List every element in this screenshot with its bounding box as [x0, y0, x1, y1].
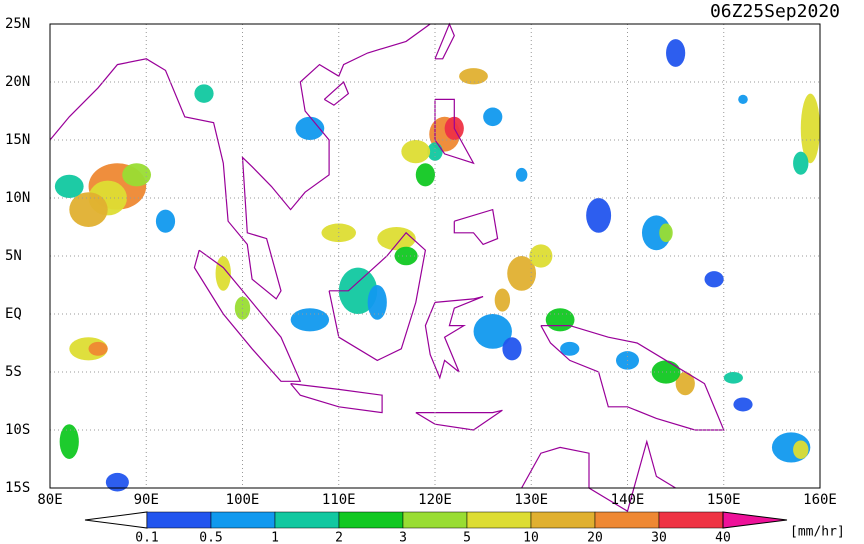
rain-cell	[290, 308, 330, 332]
rain-cell	[641, 215, 671, 251]
lat-label: EQ	[5, 306, 22, 322]
lat-label: 5S	[5, 364, 22, 380]
rain-cell	[515, 167, 528, 182]
colorbar-label: 30	[651, 531, 667, 544]
coastline	[290, 383, 383, 414]
lon-label: 100E	[226, 492, 260, 508]
lon-label: 140E	[611, 492, 645, 508]
coastline	[323, 80, 350, 106]
rain-cell	[483, 107, 503, 127]
rain-cell	[415, 163, 435, 187]
map-frame	[49, 23, 821, 489]
rain-cell	[59, 424, 79, 459]
lon-label: 160E	[803, 492, 837, 508]
lat-label: 15N	[5, 132, 30, 148]
coastline	[424, 296, 484, 380]
coastline	[193, 249, 302, 382]
colorbar-box	[466, 511, 532, 529]
coastline	[434, 22, 455, 60]
colorbar-high-arrow	[722, 511, 788, 529]
rain-cell	[545, 308, 575, 332]
colorbar-box	[146, 511, 212, 529]
lat-label: 20N	[5, 74, 30, 90]
rain-cell	[733, 397, 753, 412]
rain-cell	[427, 142, 443, 161]
rain-cell	[666, 39, 686, 67]
lat-label: 10S	[5, 422, 30, 438]
rain-cell	[723, 372, 743, 384]
lon-label: 150E	[707, 492, 741, 508]
colorbar-label: 5	[463, 531, 471, 544]
lon-label: 130E	[514, 492, 548, 508]
rain-cell	[502, 337, 522, 361]
rain-cell	[560, 341, 580, 356]
rain-cell	[69, 192, 108, 228]
colorbar-label: 1	[271, 531, 279, 544]
rain-cell	[675, 372, 695, 396]
colorbar: 0.1 0.5 1 2 3 5 10 20 30 40 [mm/hr]	[84, 511, 845, 544]
rain-cell	[793, 151, 809, 175]
rain-cell	[473, 314, 512, 349]
rain-cell	[529, 244, 553, 268]
rain-cell	[338, 267, 378, 314]
graticule: 25N 20N 15N 10N 5N EQ 5S 10S 15S 80E 90E 100E 110E 12…	[5, 16, 837, 508]
colorbar-box	[274, 511, 340, 529]
rain-cell	[401, 140, 431, 164]
rain-cell	[367, 285, 387, 320]
lat-label: 25N	[5, 16, 30, 32]
precipitation-field	[54, 39, 820, 492]
colorbar-box	[530, 511, 596, 529]
colorbar-label: 0.1	[135, 531, 158, 544]
colorbar-label: 40	[715, 531, 731, 544]
rain-cell	[122, 163, 152, 187]
rain-cell	[494, 288, 511, 312]
colorbar-label: 20	[587, 531, 603, 544]
colorbar-box	[338, 511, 404, 529]
rain-cell	[88, 341, 108, 356]
rain-cell	[194, 84, 214, 103]
colorbar-box	[658, 511, 724, 529]
lon-label: 90E	[134, 492, 159, 508]
lon-label: 120E	[418, 492, 452, 508]
rain-cell	[459, 68, 488, 85]
lat-label: 10N	[5, 190, 30, 206]
colorbar-label: 3	[399, 531, 407, 544]
lon-label: 80E	[37, 492, 62, 508]
rain-cell	[586, 198, 612, 233]
rain-cell	[704, 271, 724, 288]
rain-cell	[793, 440, 809, 459]
coastline	[453, 208, 499, 246]
colorbar-box	[210, 511, 276, 529]
coastline	[49, 23, 431, 300]
colorbar-box	[594, 511, 660, 529]
rain-cell	[54, 174, 84, 198]
rain-cell	[738, 94, 748, 105]
rain-cell	[800, 93, 820, 164]
colorbar-box	[402, 511, 468, 529]
colorbar-label: 2	[335, 531, 343, 544]
rain-cell	[105, 472, 129, 492]
rain-cell	[507, 256, 537, 291]
lat-label: 5N	[5, 248, 22, 264]
colorbar-label: 0.5	[199, 531, 222, 544]
lat-label: 15S	[5, 480, 30, 496]
rain-cell	[659, 223, 673, 243]
lon-label: 110E	[322, 492, 356, 508]
rain-cell	[377, 227, 416, 251]
rain-cell	[295, 116, 325, 140]
map-title: 06Z25Sep2020	[710, 1, 840, 22]
coastline	[328, 231, 427, 362]
colorbar-unit: [mm/hr]	[790, 525, 845, 540]
rain-cell	[155, 209, 176, 233]
colorbar-label: 10	[523, 531, 539, 544]
